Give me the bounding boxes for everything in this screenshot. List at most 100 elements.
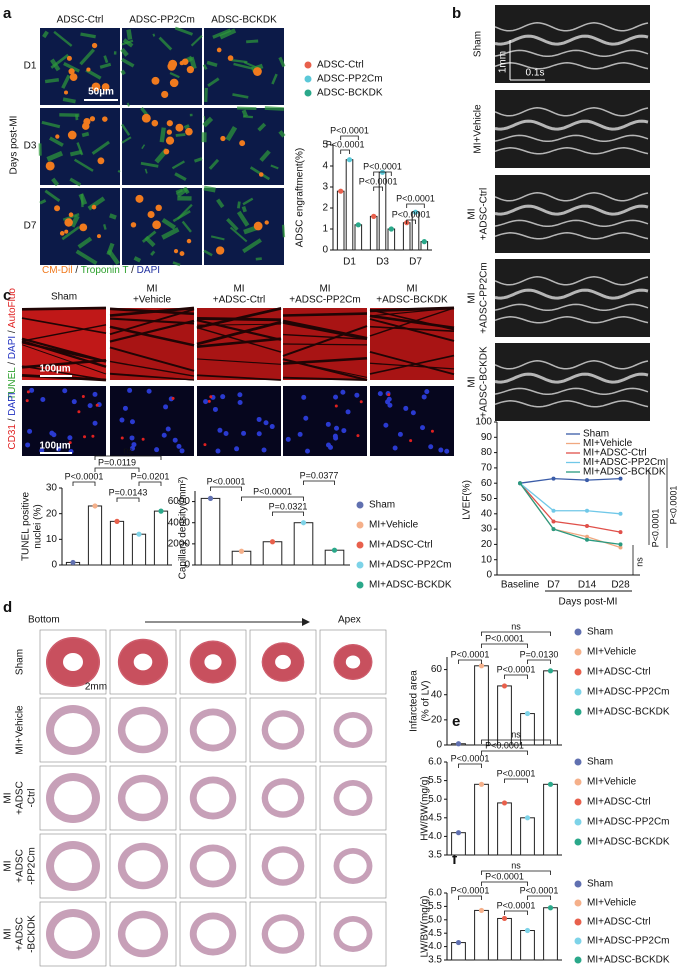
fiber: [161, 218, 177, 230]
vessel: [359, 400, 363, 404]
cell: [67, 130, 77, 140]
y-tick-label: 40: [481, 508, 493, 519]
mean-dot: [547, 668, 554, 674]
cell: [64, 218, 73, 227]
cell: [91, 204, 97, 210]
stain-part: Troponin T: [81, 265, 129, 276]
nucleus: [131, 442, 137, 448]
cell: [173, 249, 179, 254]
label: ADSC-BCKDK: [211, 15, 277, 26]
fiber: [141, 230, 157, 243]
mean-dot: [455, 741, 462, 747]
mean-dot: [478, 781, 485, 787]
mean-dot: [338, 188, 344, 194]
bar: [131, 533, 147, 566]
legend-marker: [574, 956, 582, 964]
ventricle: [267, 920, 299, 948]
fiber-gap: [369, 362, 455, 370]
bar: [153, 510, 169, 566]
annotation: P=0.0130: [520, 649, 559, 659]
y-axis-label: TUNEL positive: [21, 492, 32, 562]
point: [585, 508, 589, 513]
bracket: [504, 674, 528, 679]
nucleus: [263, 420, 269, 426]
fiber-gap: [109, 372, 195, 381]
y-tick-label: 30: [46, 483, 58, 494]
panel-letter: e: [452, 713, 460, 730]
nucleus: [256, 416, 262, 422]
echo-trace: [494, 147, 649, 155]
bar: [497, 685, 512, 746]
fiber-gap: [282, 333, 368, 340]
ventricle: [54, 917, 92, 951]
bracket: [272, 511, 304, 516]
fiber: [232, 93, 249, 99]
fiber: [150, 250, 156, 256]
y-tick-label: 1: [322, 224, 328, 235]
fiber: [152, 33, 156, 37]
ventricle: [339, 717, 367, 743]
mean-dot: [412, 209, 419, 215]
vessel: [91, 434, 95, 438]
fiber: [87, 196, 106, 211]
legend-label: MI+ADSC-Ctrl: [369, 540, 433, 551]
bar: [520, 930, 535, 961]
annotation: ns: [511, 729, 521, 739]
fiber: [79, 48, 95, 66]
fiber: [53, 30, 73, 47]
echo-trace: [494, 204, 649, 216]
cell: [179, 251, 185, 256]
vessel: [83, 435, 87, 439]
cell: [258, 172, 264, 177]
legend-marker: [304, 61, 312, 69]
legend-marker: [574, 688, 582, 696]
annotation: P<0.0001: [359, 176, 398, 186]
fiber: [73, 158, 94, 172]
cell: [63, 90, 69, 95]
y-tick-label: 80: [481, 447, 493, 458]
label: +ADSC-PP2Cm: [289, 295, 360, 306]
nucleus: [176, 443, 182, 449]
fiber: [46, 150, 64, 162]
ventricle: [125, 782, 161, 814]
y-tick-label: 4000: [168, 517, 191, 528]
label: D7: [24, 221, 37, 232]
fiber: [77, 236, 93, 249]
ventricle: [204, 654, 222, 670]
cell: [253, 67, 262, 76]
cell: [152, 220, 161, 230]
y-axis-label: ADSC engraftment(%): [295, 148, 306, 247]
fiber-gap: [369, 306, 455, 313]
nucleus: [341, 428, 347, 434]
fiber: [237, 201, 241, 209]
fiber-gap: [196, 358, 282, 365]
stain-part: DAPI: [7, 392, 18, 415]
nucleus: [217, 427, 223, 433]
echo-trace: [494, 372, 649, 384]
point: [585, 478, 589, 483]
label: Days post-MI: [9, 116, 20, 175]
stain-part: /: [7, 359, 18, 367]
legend-marker: [574, 708, 582, 716]
nucleus: [237, 392, 243, 398]
fiber: [140, 161, 159, 168]
vessel: [141, 437, 145, 441]
nucleus: [179, 448, 185, 454]
fiber: [204, 87, 208, 102]
mean-dot: [501, 800, 508, 806]
cell: [239, 140, 246, 147]
annotation: ns: [123, 445, 133, 455]
fiber: [44, 78, 60, 84]
point: [585, 537, 589, 542]
y-axis-label: Capillary density(/mm²): [178, 477, 189, 580]
cell: [264, 220, 269, 225]
fiber: [172, 261, 181, 267]
label: MI: [3, 792, 14, 803]
mean-dot: [501, 915, 508, 922]
legend-marker: [574, 628, 582, 636]
fiber: [237, 106, 257, 111]
fiber: [81, 131, 90, 138]
bracket: [527, 895, 551, 900]
bracket: [458, 763, 482, 768]
ventricle: [275, 654, 291, 670]
